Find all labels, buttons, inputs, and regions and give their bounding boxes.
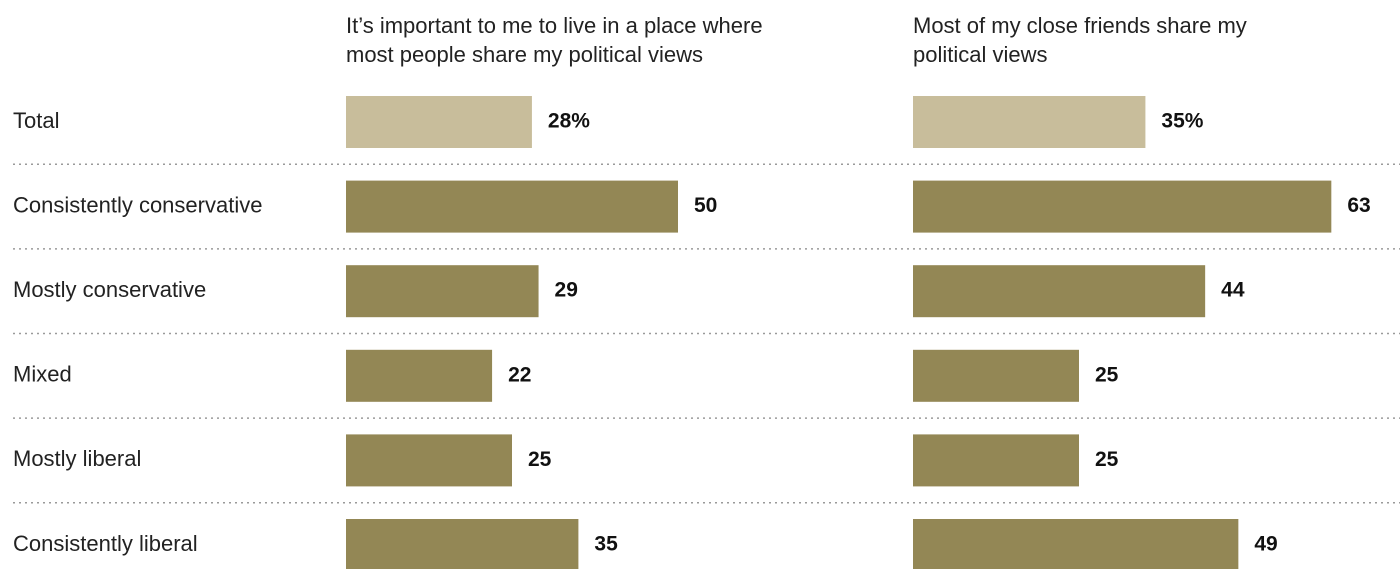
bar-s1-r4 [346, 349, 493, 402]
value-label-s1-r6: 35 [594, 533, 618, 556]
row-label-6: Consistently liberal [13, 531, 198, 556]
row-label-3: Mostly conservative [13, 277, 206, 302]
bar-s1-r3 [346, 265, 539, 318]
bar-s1-r6 [346, 519, 579, 569]
value-label-s2-r3: 44 [1221, 279, 1245, 302]
column-title-2-line-2: political views [913, 42, 1048, 67]
value-label-s1-r4: 22 [508, 363, 531, 386]
row-labels: Total Consistently conservative Mostly con… [13, 108, 262, 556]
value-label-s2-r4: 25 [1095, 363, 1119, 386]
bar-s2-r1 [913, 96, 1146, 148]
value-label-s1-r5: 25 [528, 448, 552, 471]
bar-s1-r2 [346, 180, 678, 233]
column-title-1-line-1: It’s important to me to live in a place … [346, 13, 763, 38]
bars [346, 96, 1332, 569]
row-label-1: Total [13, 108, 59, 133]
column-title-1-line-2: most people share my political views [346, 42, 703, 67]
value-label-s2-r6: 49 [1254, 533, 1277, 556]
bar-s2-r4 [913, 349, 1079, 402]
value-label-s1-r3: 29 [555, 279, 578, 302]
bar-s2-r6 [913, 519, 1239, 569]
row-label-4: Mixed [13, 362, 72, 387]
bar-s2-r3 [913, 265, 1206, 318]
row-label-2: Consistently conservative [13, 192, 262, 217]
value-label-s1-r2: 50 [694, 194, 717, 217]
value-label-s1-r1: 28% [548, 110, 590, 133]
bar-s1-r5 [346, 434, 512, 487]
value-label-s2-r2: 63 [1347, 194, 1370, 217]
column-titles: It’s important to me to live in a place … [346, 13, 1247, 67]
bar-s2-r2 [913, 180, 1332, 233]
column-title-2-line-1: Most of my close friends share my [913, 13, 1247, 38]
row-label-5: Mostly liberal [13, 446, 141, 471]
bar-s1-r1 [346, 96, 532, 148]
value-label-s2-r1: 35% [1161, 110, 1203, 133]
value-label-s2-r5: 25 [1095, 448, 1119, 471]
bar-s2-r5 [913, 434, 1079, 487]
value-labels: 28% 35% 50 63 29 44 22 25 25 25 35 49 [508, 110, 1371, 556]
